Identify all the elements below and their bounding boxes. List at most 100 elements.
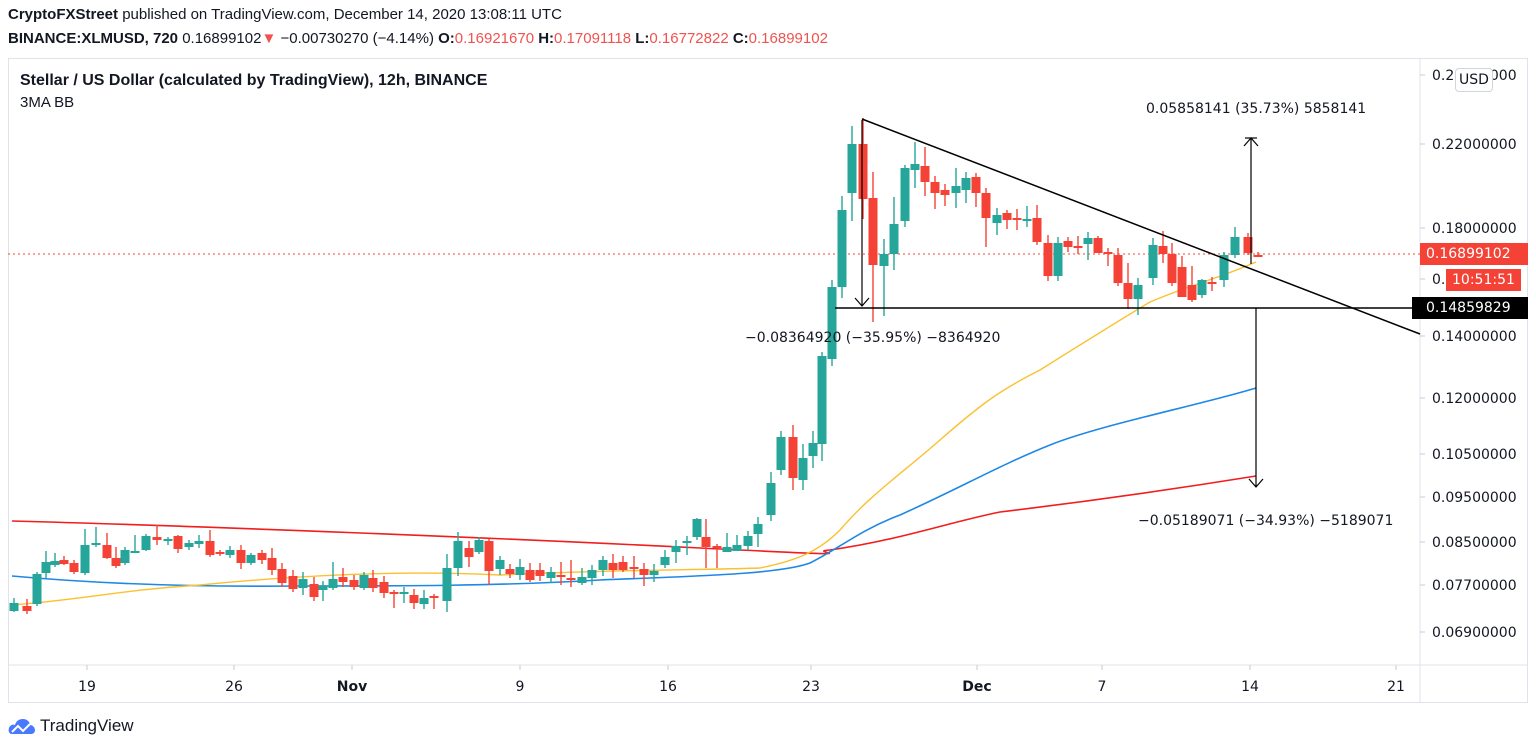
candle <box>692 518 702 540</box>
candle <box>671 540 681 563</box>
candle <box>130 535 140 553</box>
candle <box>788 425 798 490</box>
candle <box>940 184 950 206</box>
ma-mid-line <box>11 387 1257 587</box>
candle <box>587 565 597 585</box>
candle <box>399 587 409 603</box>
candle <box>837 196 847 298</box>
candle <box>608 554 618 578</box>
indicator-legend[interactable]: 3MA BB <box>20 94 75 111</box>
candle <box>50 553 60 567</box>
candle <box>505 564 515 578</box>
lower-measure-label: −0.05189071 (−34.93%) −5189071 <box>1138 513 1393 529</box>
candle <box>701 519 711 568</box>
candle <box>535 563 545 581</box>
candle <box>419 590 429 609</box>
down-arrow-icon: ▼ <box>261 30 277 47</box>
candle <box>318 581 328 601</box>
last-price: 0.16899102 <box>182 30 262 47</box>
horizontal-line-price-tag: 0.14859829 <box>1420 297 1528 319</box>
candle <box>961 172 971 203</box>
candle <box>1230 227 1240 258</box>
time-tick-label: 7 <box>1098 679 1107 695</box>
candle <box>1113 248 1123 286</box>
candle <box>639 563 649 586</box>
candle <box>442 554 452 612</box>
candle <box>41 551 51 578</box>
candle <box>743 531 753 550</box>
candle <box>1103 248 1113 266</box>
candle <box>889 197 899 270</box>
candle <box>753 517 763 547</box>
candle <box>1167 243 1177 286</box>
tradingview-logo[interactable]: TradingView <box>8 716 134 736</box>
candle <box>163 537 173 545</box>
candle <box>722 533 732 552</box>
candle <box>120 547 130 565</box>
candle <box>215 550 225 556</box>
tradingview-cloud-icon <box>8 719 35 734</box>
brand-name: TradingView <box>40 716 134 735</box>
candle <box>546 567 556 583</box>
candle <box>992 208 1002 235</box>
candle <box>474 537 484 554</box>
price-change: −0.00730270 (−4.14%) <box>280 30 434 47</box>
candlestick-series[interactable] <box>9 118 1263 614</box>
close-label: C: <box>732 30 749 47</box>
price-tick-label: 0.10500000 <box>1432 447 1517 463</box>
candle <box>618 556 628 572</box>
last-price-tag: 0.16899102 <box>1420 243 1528 265</box>
candle <box>359 572 369 590</box>
low-label: L: <box>635 30 650 47</box>
candle <box>91 527 101 547</box>
candle <box>1053 237 1063 281</box>
candle <box>152 525 162 545</box>
candle <box>808 431 818 468</box>
price-axis[interactable]: 0.240000000.220000000.180000000.16000000… <box>1420 68 1517 641</box>
candle <box>288 570 298 592</box>
time-tick-label: 19 <box>78 679 96 695</box>
time-tick-label: 21 <box>1387 679 1405 695</box>
candle <box>338 568 348 587</box>
chart-legend-title: Stellar / US Dollar (calculated by Tradi… <box>20 72 488 89</box>
time-tick-label: 14 <box>1241 679 1259 695</box>
candle <box>1253 252 1263 257</box>
candle <box>409 589 419 609</box>
ma-fast-line <box>11 261 1257 606</box>
candle <box>389 590 399 608</box>
candle <box>858 118 868 219</box>
publish-info: CryptoFXStreet published on TradingView.… <box>8 6 562 23</box>
candle <box>1083 232 1093 260</box>
time-tick-label: 9 <box>516 679 525 695</box>
publish-text: published on TradingView.com, December 1… <box>118 6 562 23</box>
candle <box>1063 237 1073 252</box>
currency-button[interactable]: USD <box>1455 68 1493 92</box>
candle <box>429 594 439 609</box>
candle <box>598 556 608 576</box>
candle <box>900 165 910 227</box>
candle <box>847 126 857 221</box>
candle <box>111 547 121 568</box>
time-axis[interactable]: 19 26 Nov 9 16 23 Dec 7 14 21 <box>78 665 1405 695</box>
candle <box>649 564 659 582</box>
candle <box>629 556 639 578</box>
candle <box>660 550 670 568</box>
candle <box>277 563 287 587</box>
candle <box>817 352 827 461</box>
candle <box>1002 210 1012 229</box>
chart-pane[interactable] <box>8 58 1528 703</box>
symbol-ohlc-line: BINANCE:XLMUSD, 720 0.16899102▼ −0.00730… <box>8 30 828 47</box>
candle <box>349 575 359 590</box>
publisher-name[interactable]: CryptoFXStreet <box>8 6 119 23</box>
candle <box>453 532 463 576</box>
candle <box>1177 256 1187 297</box>
price-tick-label: 0.06900000 <box>1432 625 1517 641</box>
left-measure-label: −0.08364920 (−35.95%) −8364920 <box>745 330 1000 346</box>
candle <box>930 176 940 209</box>
candle <box>32 572 42 606</box>
close-value: 0.16899102 <box>748 30 828 47</box>
open-value: 0.16921670 <box>454 30 535 47</box>
candle <box>1093 236 1103 253</box>
candle <box>712 544 722 568</box>
